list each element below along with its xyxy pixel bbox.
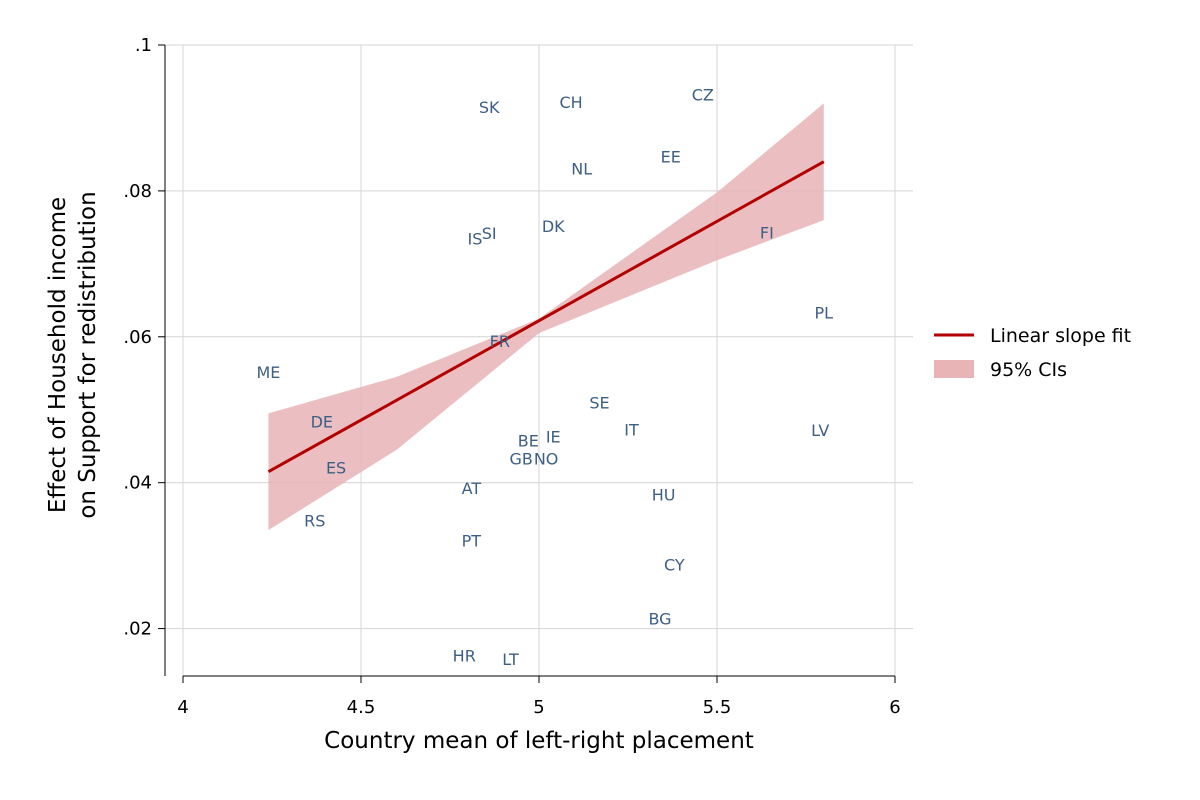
data-point-be: BE <box>518 431 539 450</box>
y-tick-label: .06 <box>123 327 152 348</box>
y-axis-title-line: on Support for redistribution <box>75 191 101 518</box>
y-tick-label: .08 <box>123 181 152 202</box>
data-point-is: IS <box>467 229 482 248</box>
legend-label: 95% CIs <box>990 359 1067 381</box>
legend-swatch-area <box>934 360 974 378</box>
data-point-ee: EE <box>661 148 681 167</box>
x-tick-label: 4 <box>177 697 188 718</box>
x-axis-title: Country mean of left-right placement <box>324 728 754 754</box>
y-tick-label: .02 <box>123 619 152 640</box>
data-point-rs: RS <box>304 512 325 531</box>
data-point-pt: PT <box>462 531 482 550</box>
x-tick-label: 4.5 <box>347 697 376 718</box>
x-tick-label: 5.5 <box>703 697 732 718</box>
data-point-me: ME <box>256 363 280 382</box>
data-point-no: NO <box>534 450 559 469</box>
x-tick-label: 6 <box>889 697 900 718</box>
data-point-nl: NL <box>571 159 592 178</box>
y-tick-label: .04 <box>123 473 152 494</box>
data-point-at: AT <box>462 479 482 498</box>
data-point-dk: DK <box>542 217 565 236</box>
x-tick-label: 5 <box>533 697 544 718</box>
data-point-se: SE <box>589 393 609 412</box>
data-point-ch: CH <box>559 93 582 112</box>
axes: 4 4.5 5 5.5 6 .02 .04 .06 .08 .1 <box>123 35 900 718</box>
data-point-pl: PL <box>815 304 834 323</box>
data-point-hu: HU <box>652 485 676 504</box>
data-point-si: SI <box>482 224 497 243</box>
data-point-de: DE <box>311 412 333 431</box>
fit-line-layer <box>267 160 825 474</box>
data-point-it: IT <box>624 420 639 439</box>
y-axis-title: Effect of Household income on Support for… <box>45 191 101 518</box>
data-point-lt: LT <box>502 650 519 669</box>
data-point-sk: SK <box>479 98 500 117</box>
data-point-hr: HR <box>453 647 476 666</box>
data-point-es: ES <box>326 458 346 477</box>
data-point-bg: BG <box>648 609 671 628</box>
data-point-fi: FI <box>760 223 774 242</box>
data-point-lv: LV <box>811 421 829 440</box>
y-tick-label: .1 <box>135 35 152 56</box>
data-point-cy: CY <box>664 555 685 574</box>
fit-line <box>267 160 825 474</box>
axis-titles: Country mean of left-right placement Effe… <box>45 191 754 754</box>
y-axis-title-line: Effect of Household income <box>45 197 71 513</box>
legend: Linear slope fit 95% CIs <box>934 325 1131 381</box>
data-point-fr: FR <box>490 332 510 351</box>
data-point-gb: GB <box>510 450 533 469</box>
data-point-cz: CZ <box>692 86 714 105</box>
legend-label: Linear slope fit <box>990 325 1131 347</box>
data-point-ie: IE <box>546 428 561 447</box>
